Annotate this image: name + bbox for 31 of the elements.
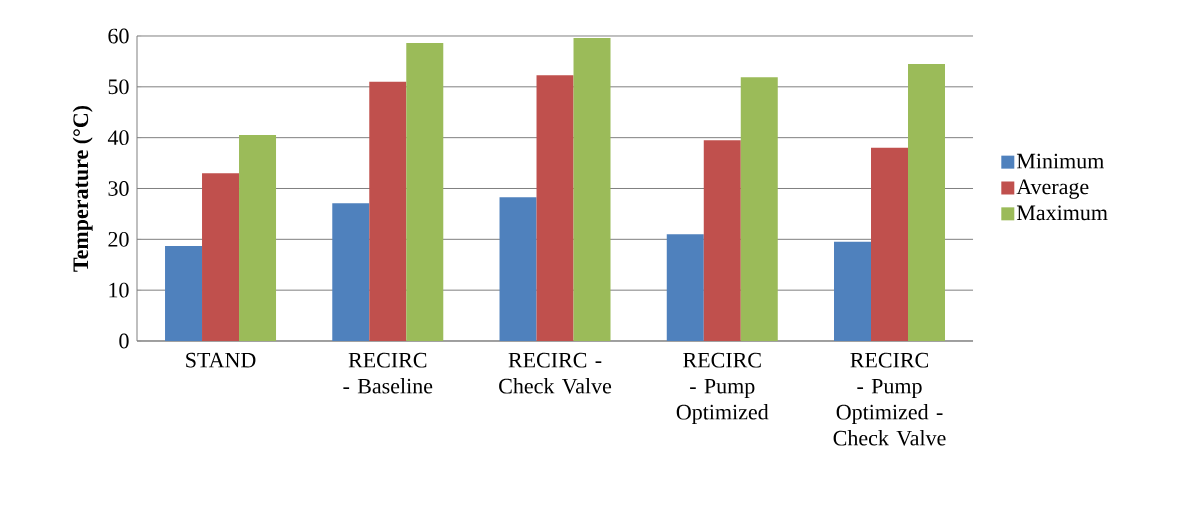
x-tick-label: RECIRC - Pump Optimized xyxy=(676,352,769,425)
x-tick-label: RECIRC - Baseline xyxy=(343,352,433,394)
y-tick-label: 60 xyxy=(108,28,129,44)
y-tick-label: 40 xyxy=(107,130,129,146)
bar xyxy=(202,173,240,341)
y-axis-title: Temperature (°C) xyxy=(72,105,93,272)
x-tick-label: RECIRC - Check Valve xyxy=(499,352,612,394)
bar xyxy=(666,234,704,341)
bar xyxy=(871,147,909,341)
legend-label: Minimum xyxy=(1016,153,1104,169)
bar xyxy=(369,81,407,341)
bar xyxy=(834,241,872,341)
x-tick-label: STAND xyxy=(186,352,256,368)
y-tick-label: 10 xyxy=(109,282,129,298)
x-tick-label: RECIRC - Pump Optimized - Check Valve xyxy=(833,352,946,446)
y-tick-label: 30 xyxy=(108,181,129,196)
y-tick-label: 50 xyxy=(108,79,129,95)
bar xyxy=(536,75,574,341)
legend-label: Average xyxy=(1016,179,1089,199)
bar xyxy=(703,140,741,341)
y-tick-label: 0 xyxy=(119,333,129,349)
bar xyxy=(499,197,537,341)
bar xyxy=(406,43,444,341)
bar xyxy=(573,38,611,341)
bar xyxy=(165,245,203,341)
y-tick-label: 20 xyxy=(108,231,129,247)
legend-label: Maximum xyxy=(1016,205,1108,221)
bar xyxy=(332,203,370,341)
bar xyxy=(239,135,277,341)
bar xyxy=(740,77,778,341)
bar xyxy=(908,63,946,341)
